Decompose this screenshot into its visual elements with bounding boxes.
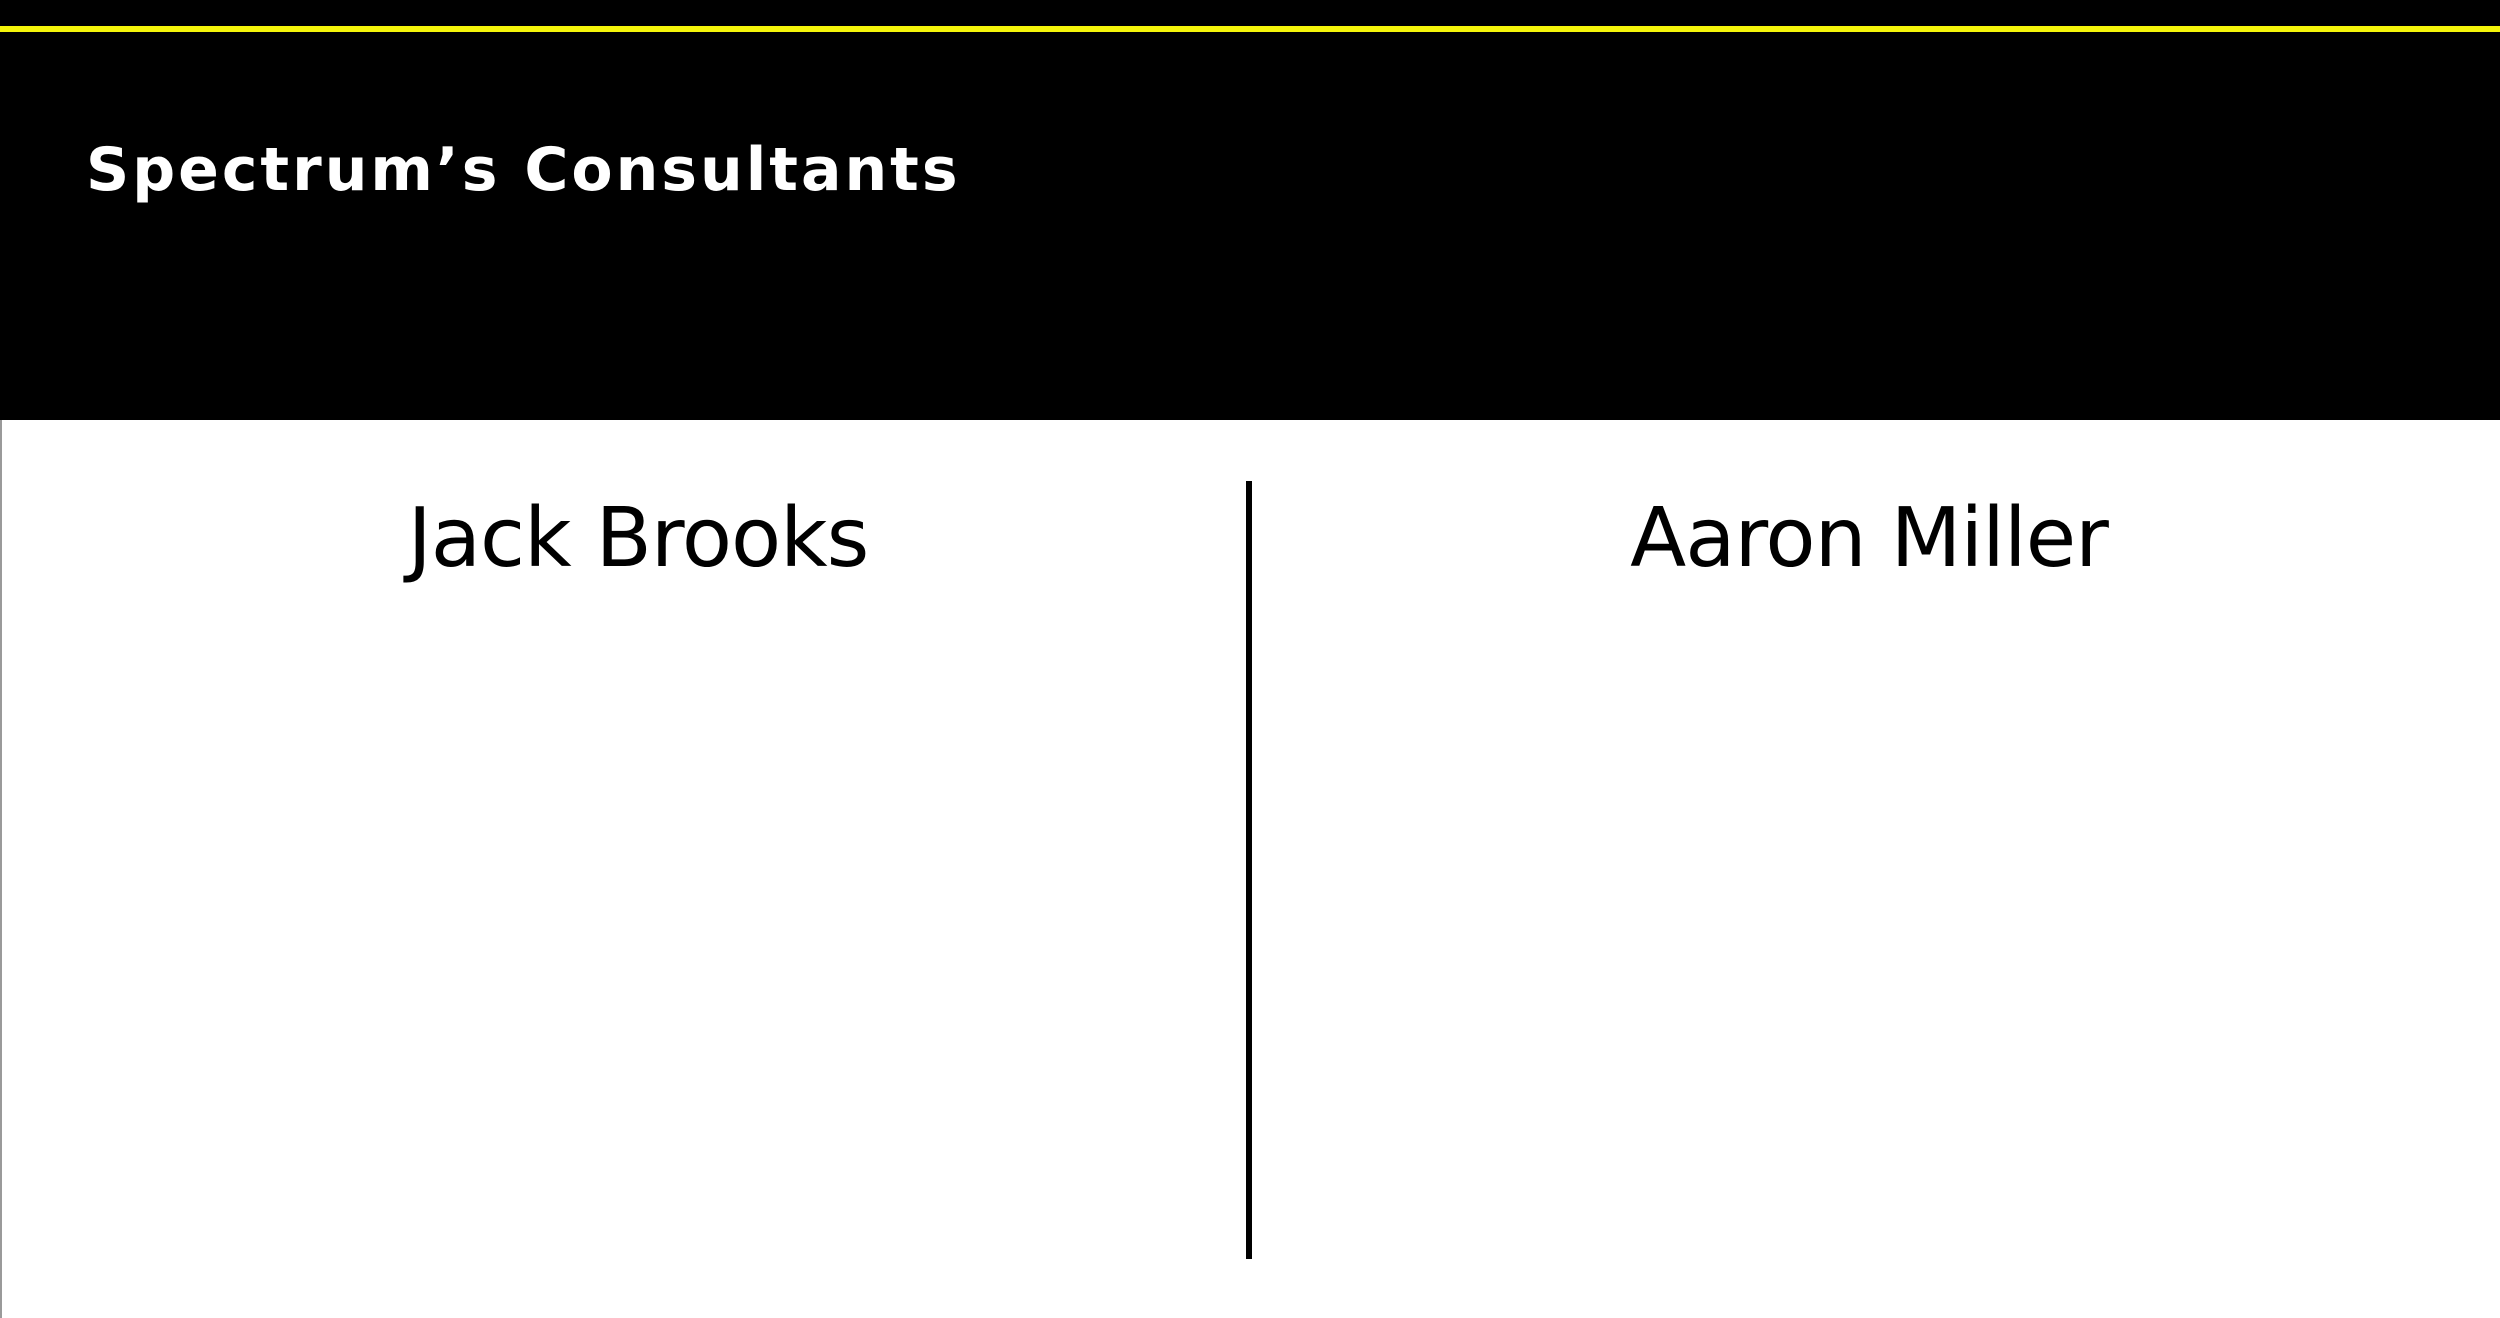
slide-title[interactable]: Spectrum’s Consultants: [86, 135, 961, 205]
accent-line: [0, 26, 2500, 32]
column-divider: [1246, 481, 1252, 1259]
consultant-name-right[interactable]: Aaron Miller: [1630, 491, 2109, 586]
title-banner: Spectrum’s Consultants: [0, 0, 2500, 420]
consultant-name-left[interactable]: Jack Brooks: [407, 491, 870, 586]
slide-left-edge: [0, 420, 2, 1318]
